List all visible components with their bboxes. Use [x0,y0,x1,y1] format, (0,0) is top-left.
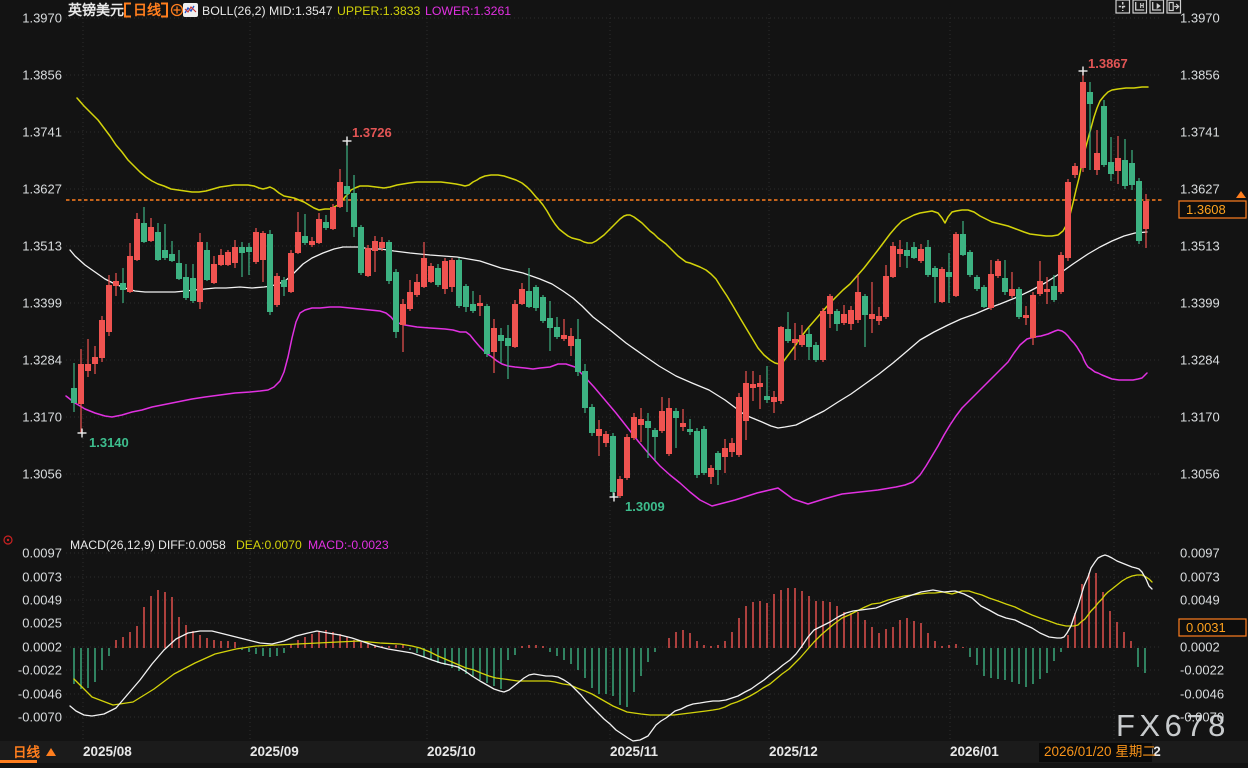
svg-text:-0.0022: -0.0022 [18,663,62,678]
svg-text:1.3627: 1.3627 [1180,182,1220,197]
svg-text:1.3856: 1.3856 [22,68,62,83]
svg-text:1.3741: 1.3741 [22,125,62,140]
svg-text:1.3399: 1.3399 [22,296,62,311]
svg-text:2025/10: 2025/10 [427,744,476,759]
svg-text:1.3726: 1.3726 [352,125,392,140]
svg-text:MACD(26,12,9) DIFF:0.0058: MACD(26,12,9) DIFF:0.0058 [70,538,226,552]
svg-text:0.0002: 0.0002 [22,640,62,655]
svg-text:2026/01/20 星期二: 2026/01/20 星期二 [1044,744,1156,759]
svg-text:LOWER:1.3261: LOWER:1.3261 [425,4,511,18]
svg-text:0.0049: 0.0049 [1180,593,1220,608]
svg-text:1.3970: 1.3970 [22,11,62,26]
svg-text:0.0097: 0.0097 [22,546,62,561]
svg-text:1.3170: 1.3170 [1180,410,1220,425]
svg-text:1.3608: 1.3608 [1186,202,1226,217]
svg-text:英镑美元: 英镑美元 [67,2,124,18]
svg-text:日线: 日线 [13,744,40,760]
svg-text:MACD:-0.0023: MACD:-0.0023 [308,538,389,552]
svg-text:2025/09: 2025/09 [250,744,299,759]
svg-text:1.3867: 1.3867 [1088,56,1128,71]
svg-text:1.3284: 1.3284 [22,353,62,368]
svg-text:2025/08: 2025/08 [83,744,132,759]
svg-text:-0.0022: -0.0022 [1180,663,1224,678]
svg-text:1.3140: 1.3140 [89,435,129,450]
svg-text:-0.0046: -0.0046 [18,687,62,702]
svg-text:1.3399: 1.3399 [1180,296,1220,311]
svg-text:日线: 日线 [133,2,161,18]
svg-text:1.3856: 1.3856 [1180,68,1220,83]
svg-text:-0.0070: -0.0070 [18,710,62,725]
svg-text:BOLL(26,2) MID:1.3547: BOLL(26,2) MID:1.3547 [202,4,333,18]
svg-text:0.0073: 0.0073 [1180,570,1220,585]
svg-text:2025/12: 2025/12 [769,744,818,759]
svg-text:1.3170: 1.3170 [22,410,62,425]
svg-text:1.3970: 1.3970 [1180,11,1220,26]
svg-text:0.0049: 0.0049 [22,593,62,608]
svg-text:0.0031: 0.0031 [1186,620,1226,635]
svg-text:0.0002: 0.0002 [1180,640,1220,655]
svg-text:1.3627: 1.3627 [22,182,62,197]
svg-text:-0.0046: -0.0046 [1180,687,1224,702]
svg-text:UPPER:1.3833: UPPER:1.3833 [337,4,421,18]
svg-text:DEA:0.0070: DEA:0.0070 [236,538,302,552]
svg-text:0.0025: 0.0025 [22,616,62,631]
svg-text:1.3056: 1.3056 [1180,467,1220,482]
svg-text:0.0097: 0.0097 [1180,546,1220,561]
svg-text:-0.0070: -0.0070 [1180,710,1224,725]
svg-text:1.3009: 1.3009 [625,499,665,514]
svg-text:1.3284: 1.3284 [1180,353,1220,368]
svg-text:0.0073: 0.0073 [22,570,62,585]
svg-text:2026/01: 2026/01 [950,744,999,759]
svg-text:1.3741: 1.3741 [1180,125,1220,140]
svg-text:2025/11: 2025/11 [610,744,659,759]
svg-text:1.3513: 1.3513 [1180,239,1220,254]
svg-text:FX678: FX678 [1116,708,1230,743]
svg-text:1.3513: 1.3513 [22,239,62,254]
svg-text:1.3056: 1.3056 [22,467,62,482]
